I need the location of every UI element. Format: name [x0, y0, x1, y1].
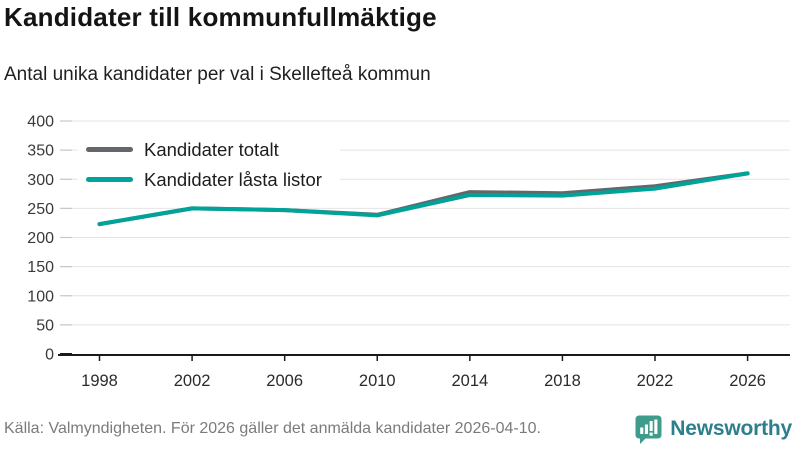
- x-axis-label: 2026: [729, 372, 766, 390]
- x-axis-label: 2014: [451, 372, 488, 390]
- y-axis-label: 0: [45, 347, 54, 364]
- x-axis-label: 2018: [544, 372, 581, 390]
- bar-chart-speech-bubble-icon: [635, 415, 662, 444]
- y-axis-label: 150: [27, 259, 54, 276]
- brand-name: Newsworthy: [670, 417, 792, 440]
- x-axis-label: 1998: [81, 372, 118, 390]
- x-axis-label: 2010: [359, 372, 396, 390]
- legend-label: Kandidater totalt: [144, 138, 279, 160]
- chart-subtitle: Antal unika kandidater per val i Skellef…: [4, 64, 431, 85]
- y-axis-label: 250: [27, 201, 54, 218]
- y-axis-label: 400: [27, 114, 54, 131]
- x-axis-label: 2022: [637, 372, 674, 390]
- y-axis-label: 200: [27, 230, 54, 247]
- y-axis-label: 100: [27, 288, 54, 305]
- y-axis-label: 300: [27, 172, 54, 189]
- x-axis-label: 2006: [266, 372, 303, 390]
- legend-swatch-gray-line: [86, 147, 133, 152]
- newsworthy-logo: Newsworthy: [634, 414, 792, 445]
- series-line-kandidater-l-sta-listor: [97, 171, 750, 227]
- legend-item-kandidater-lasta-listor: Kandidater låsta listor: [78, 166, 340, 193]
- legend-item-kandidater-totalt: Kandidater totalt: [78, 136, 340, 163]
- y-axis-label: 350: [27, 143, 54, 160]
- chart-footer: Källa: Valmyndigheten. För 2026 gäller d…: [0, 414, 800, 450]
- chart-legend: Kandidater totalt Kandidater låsta listo…: [78, 136, 340, 193]
- legend-label: Kandidater låsta listor: [144, 168, 322, 190]
- legend-swatch-teal-line: [86, 177, 133, 182]
- source-note: Källa: Valmyndigheten. För 2026 gäller d…: [4, 420, 541, 437]
- y-axis-label: 50: [36, 317, 54, 334]
- x-axis-label: 2002: [174, 372, 211, 390]
- chart-title: Kandidater till kommunfullmäktige: [4, 2, 437, 32]
